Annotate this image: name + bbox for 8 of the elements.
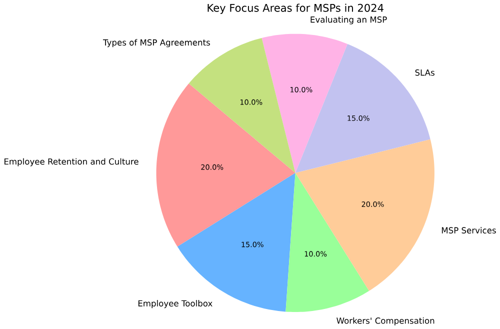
slice-label: Evaluating an MSP [310,16,387,24]
slice-label: MSP Services [442,226,496,234]
slice-label: SLAs [415,69,434,76]
slice-label: Workers' Compensation [336,317,434,326]
slice-label: Employee Retention and Culture [4,158,138,166]
chart-title: Key Focus Areas for MSPs in 2024 [208,4,384,14]
slice-label: Types of MSP Agreements [103,39,210,48]
slice-label: Employee Toolbox [138,300,212,308]
